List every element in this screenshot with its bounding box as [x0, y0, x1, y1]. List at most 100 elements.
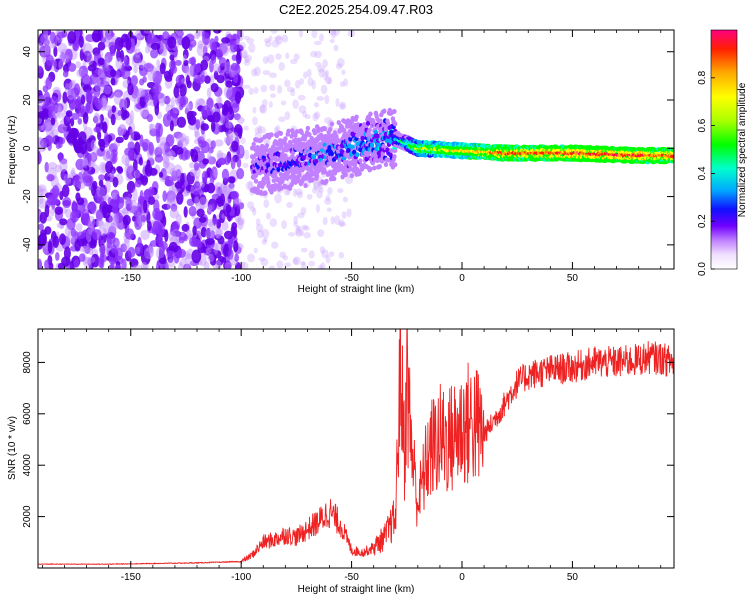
heatmap-ridge-cell: [368, 111, 373, 117]
heatmap-noise-cell: [171, 228, 180, 238]
snr-series-line: [38, 329, 674, 566]
heatmap-noise-cell: [93, 114, 102, 125]
heatmap-noise-cell: [215, 259, 222, 269]
heatmap-noise-cell: [62, 91, 68, 104]
heatmap-noise-cell: [108, 264, 115, 269]
heatmap-noise-cell: [222, 256, 227, 264]
heatmap-noise-cell: [54, 164, 62, 173]
heatmap-noise-cell: [124, 228, 135, 240]
heatmap-noise-cell: [163, 96, 171, 105]
heatmap-noise-cell: [38, 223, 45, 231]
heatmap-noise-cell: [231, 222, 238, 231]
heatmap-ridge-cell: [352, 149, 357, 155]
heatmap-noise-cell: [44, 259, 50, 269]
heatmap-noise-cell: [258, 257, 266, 262]
heatmap-noise-cell: [126, 203, 131, 211]
heatmap-noise-cell: [127, 246, 136, 258]
heatmap-noise-cell: [127, 141, 135, 150]
spectrogram-x-tick-label: 50: [567, 273, 579, 284]
heatmap-noise-cell: [210, 203, 215, 213]
heatmap-ridge-cell: [322, 169, 328, 175]
heatmap-noise-cell: [301, 247, 308, 253]
heatmap-noise-cell: [88, 95, 98, 103]
heatmap-noise-cell: [82, 76, 91, 84]
snr-x-tick-label: -150: [121, 572, 141, 583]
heatmap-noise-cell: [166, 194, 172, 204]
heatmap-noise-cell: [47, 240, 53, 254]
heatmap-noise-cell: [54, 206, 64, 215]
heatmap-noise-cell: [90, 253, 100, 268]
heatmap-noise-cell: [200, 141, 210, 154]
heatmap-noise-cell: [220, 193, 226, 206]
heatmap-noise-cell: [125, 58, 130, 68]
heatmap-noise-cell: [324, 76, 332, 85]
heatmap-noise-cell: [225, 80, 233, 88]
heatmap-noise-cell: [129, 258, 139, 268]
heatmap-noise-cell: [64, 48, 73, 62]
heatmap-noise-cell: [60, 158, 68, 165]
heatmap-noise-cell: [224, 262, 232, 269]
spectrogram-y-axis-label: Frequency (Hz): [7, 116, 18, 185]
heatmap-noise-cell: [294, 79, 301, 89]
heatmap-noise-cell: [111, 105, 117, 113]
heatmap-noise-cell: [306, 193, 313, 200]
heatmap-ridge-cell: [261, 181, 267, 187]
heatmap-noise-cell: [278, 116, 286, 122]
heatmap-noise-cell: [48, 108, 53, 119]
heatmap-noise-cell: [92, 180, 98, 191]
heatmap-noise-cell: [84, 151, 90, 165]
heatmap-noise-cell: [263, 237, 268, 243]
heatmap-noise-cell: [339, 101, 347, 111]
heatmap-noise-cell: [225, 204, 232, 214]
heatmap-noise-cell: [299, 78, 305, 85]
heatmap-noise-cell: [144, 63, 154, 73]
heatmap-noise-cell: [110, 222, 118, 232]
heatmap-noise-cell: [303, 232, 311, 239]
heatmap-noise-cell: [80, 94, 86, 105]
heatmap-noise-cell: [171, 220, 180, 231]
heatmap-noise-cell: [233, 113, 241, 121]
heatmap-noise-cell: [214, 139, 224, 147]
heatmap-noise-cell: [82, 170, 92, 184]
heatmap-noise-cell: [106, 237, 112, 249]
heatmap-noise-cell: [170, 203, 178, 212]
heatmap-noise-cell: [317, 187, 324, 193]
heatmap-ridge-cell: [343, 172, 348, 178]
heatmap-noise-cell: [146, 113, 154, 123]
heatmap-noise-cell: [75, 223, 83, 232]
heatmap-noise-cell: [274, 193, 282, 204]
heatmap-ridge-cell: [354, 114, 359, 120]
heatmap-noise-cell: [183, 263, 192, 269]
heatmap-noise-cell: [175, 74, 184, 86]
heatmap-noise-cell: [292, 257, 299, 265]
heatmap-noise-cell: [253, 66, 261, 77]
heatmap-noise-cell: [135, 169, 140, 179]
heatmap-ridge-cell: [278, 130, 284, 136]
heatmap-noise-cell: [336, 57, 345, 68]
heatmap-noise-cell: [58, 60, 64, 70]
heatmap-ridge-cell: [389, 148, 394, 154]
heatmap-noise-cell: [244, 149, 250, 160]
heatmap-noise-cell: [188, 100, 193, 111]
heatmap-noise-cell: [216, 259, 224, 266]
heatmap-noise-cell: [131, 54, 141, 64]
heatmap-noise-cell: [90, 139, 97, 151]
heatmap-noise-cell: [87, 202, 97, 212]
heatmap-noise-cell: [236, 217, 245, 226]
heatmap-noise-cell: [173, 131, 183, 139]
spectrogram-x-axis-label: Height of straight line (km): [298, 284, 415, 295]
heatmap-noise-cell: [43, 44, 51, 58]
heatmap-noise-cell: [230, 190, 240, 200]
heatmap-noise-cell: [86, 52, 94, 66]
heatmap-noise-cell: [311, 30, 318, 39]
heatmap-noise-cell: [126, 165, 136, 180]
colorbar-gradient: [710, 29, 738, 270]
heatmap-noise-cell: [103, 148, 113, 162]
heatmap-noise-cell: [317, 264, 324, 269]
heatmap-noise-cell: [253, 86, 259, 94]
heatmap-noise-cell: [110, 77, 116, 86]
heatmap-noise-cell: [145, 164, 150, 174]
heatmap-noise-cell: [107, 196, 113, 206]
heatmap-noise-cell: [114, 37, 124, 51]
heatmap-noise-cell: [170, 64, 178, 74]
